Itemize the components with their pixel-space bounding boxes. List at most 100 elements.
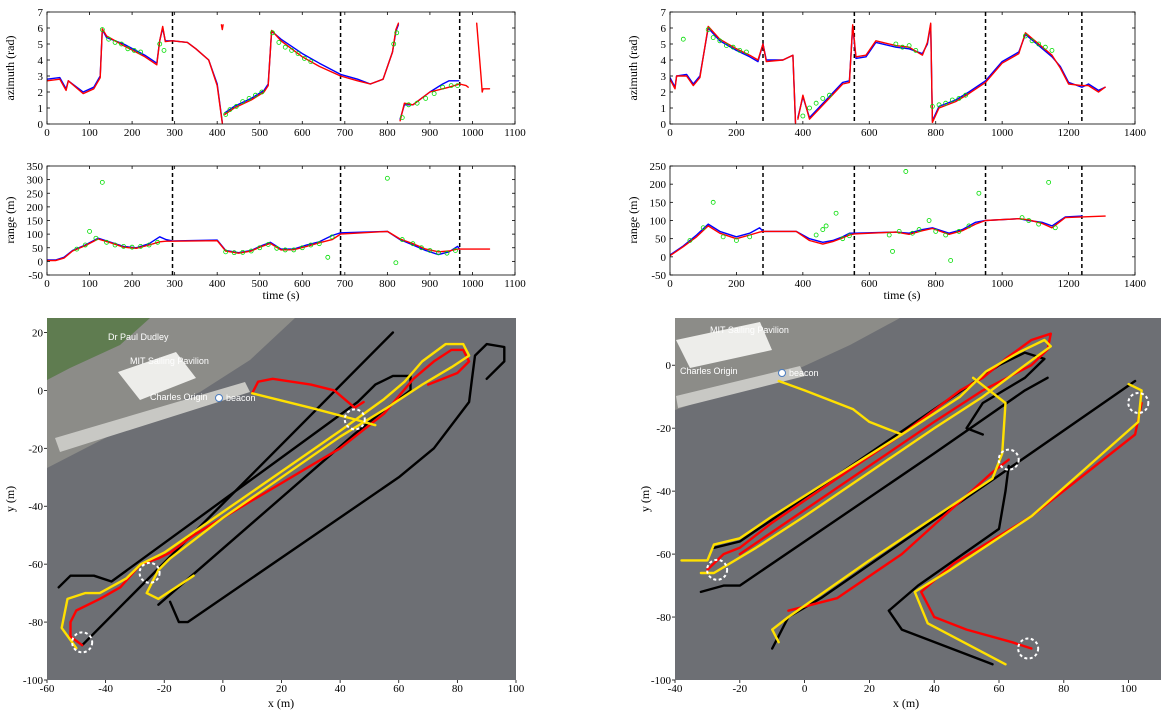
highlight-circle [343, 408, 366, 431]
measurement-point [827, 92, 832, 98]
measurement-point [890, 248, 895, 254]
measurement-point [291, 247, 297, 253]
measurement-point [933, 228, 939, 234]
measurement-point [138, 243, 144, 249]
x-tick-label: 40 [929, 683, 941, 695]
x-tick-label: 100 [508, 683, 525, 695]
measurement-point [747, 234, 753, 240]
measurement-point [74, 246, 80, 252]
measurement-point [813, 100, 819, 106]
y-tick-label: 0 [38, 385, 44, 397]
y-tick-label: 3 [661, 71, 667, 83]
x-tick-label: 200 [124, 278, 141, 290]
map-trees [47, 318, 150, 380]
x-tick-label: 1000 [991, 127, 1014, 139]
map-pavilion-roof [676, 322, 772, 368]
measurement-point [231, 250, 237, 256]
x-tick-label: -20 [732, 683, 747, 695]
x-tick-label: 0 [667, 127, 673, 139]
ylabel-left-map: y (m) [3, 486, 17, 512]
x-tick-label: 500 [251, 127, 268, 139]
y-tick-label: 50 [32, 243, 44, 255]
x-tick-label: 200 [728, 278, 745, 290]
measurement-point [1036, 221, 1042, 227]
y-tick-label: 7 [661, 7, 667, 19]
panel-right-map: MIT Sailing Pavilion Charles Origin beac… [675, 318, 1161, 680]
measurement-point [157, 41, 163, 47]
y-tick-label: -60 [28, 559, 43, 571]
measurement-point [112, 242, 118, 248]
measurement-point [394, 30, 400, 36]
x-tick-label: 600 [294, 127, 311, 139]
measurement-point [308, 59, 314, 64]
measurement-point [299, 245, 305, 251]
x-tick-label: 300 [166, 278, 183, 290]
plot-area [670, 166, 1135, 275]
measurement-point [253, 92, 258, 98]
measurement-point [436, 250, 441, 256]
measurement-point [282, 247, 288, 253]
highlight-circle [1017, 637, 1040, 660]
x-tick-label: 200 [124, 127, 141, 139]
series-line [920, 401, 1143, 619]
measurement-point [308, 242, 314, 248]
ylabel-left-azimuth: azimuth (rad) [3, 36, 17, 101]
panel-right-range [670, 166, 1135, 275]
measurement-point [730, 44, 736, 50]
beacon-icon [778, 369, 786, 377]
y-tick-label: -40 [28, 501, 43, 513]
y-tick-label: -20 [656, 423, 671, 435]
measurement-point [223, 249, 229, 255]
x-tick-label: 700 [337, 278, 354, 290]
measurement-point [87, 228, 92, 234]
measurement-point [943, 100, 949, 106]
measurement-point [936, 102, 942, 108]
x-tick-label: 20 [276, 683, 288, 695]
ylabel-right-azimuth: azimuth (rad) [626, 36, 640, 101]
y-tick-label: 100 [650, 216, 667, 228]
y-tick-label: -80 [656, 612, 671, 624]
map-label: MIT Sailing Pavilion [710, 325, 789, 335]
measurement-point [720, 234, 726, 240]
highlight-circle [138, 561, 161, 584]
xlabel-left-map: x (m) [268, 696, 294, 710]
measurement-point [316, 241, 322, 247]
y-tick-label: 150 [27, 216, 44, 228]
panel-left-azimuth [47, 12, 515, 124]
series-line [771, 376, 1007, 644]
series-line [69, 348, 471, 647]
y-tick-label: 4 [38, 55, 44, 67]
series-line [47, 25, 223, 124]
y-tick-label: 0 [38, 256, 44, 268]
series-line [680, 338, 1052, 575]
x-tick-label: 100 [81, 278, 98, 290]
panel-right-azimuth [670, 12, 1135, 124]
y-tick-label: -40 [656, 486, 671, 498]
vline-group [171, 12, 461, 124]
measurement-point [99, 27, 105, 33]
marker-group [706, 391, 1150, 660]
measurement-point [1029, 38, 1035, 44]
measurement-point [833, 210, 839, 216]
highlight-circle [71, 631, 94, 654]
x-tick-label: 400 [795, 278, 812, 290]
measurement-point [1042, 44, 1048, 50]
measurement-point [734, 238, 739, 243]
x-tick-label: 1200 [1058, 278, 1081, 290]
x-tick-label: 900 [422, 278, 439, 290]
x-tick-label: 1100 [504, 278, 526, 290]
y-tick-label: 6 [38, 23, 44, 35]
map-label: beacon [789, 368, 819, 378]
measurement-point [717, 38, 723, 44]
measurement-point [948, 258, 954, 263]
measurement-point [131, 48, 137, 53]
measurement-point [240, 99, 246, 104]
measurement-point [146, 242, 152, 248]
x-tick-label: -20 [157, 683, 172, 695]
measurement-point [393, 260, 399, 266]
x-tick-label: 1000 [461, 278, 484, 290]
measurement-point [737, 48, 743, 53]
series-line [60, 342, 471, 650]
y-tick-label: 100 [27, 229, 44, 241]
